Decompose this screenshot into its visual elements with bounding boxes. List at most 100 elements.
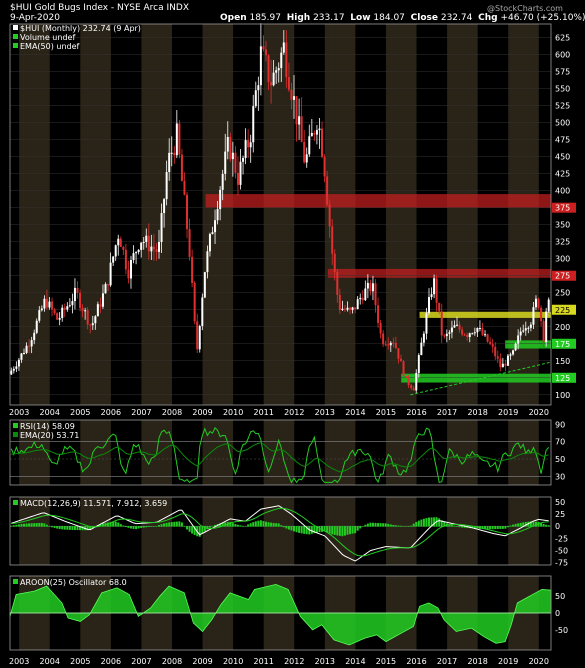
zone-yellow bbox=[419, 311, 551, 318]
candle-body bbox=[287, 77, 290, 90]
macd-histogram-bar bbox=[310, 526, 313, 534]
candle-body bbox=[259, 46, 262, 86]
candle-body bbox=[438, 302, 441, 312]
macd-histogram-bar bbox=[450, 525, 453, 527]
candle-body bbox=[364, 288, 367, 301]
candle-body bbox=[415, 372, 418, 391]
macd-histogram-bar bbox=[23, 523, 26, 527]
macd-histogram-bar bbox=[114, 521, 117, 527]
macd-histogram-bar bbox=[300, 526, 303, 534]
macd-histogram-bar bbox=[484, 526, 487, 530]
macd-histogram-bar bbox=[107, 522, 110, 527]
candle-body bbox=[468, 333, 471, 338]
watermark: @StockCharts.com bbox=[487, 4, 563, 13]
macd-histogram-bar bbox=[61, 526, 64, 530]
macd-histogram-bar bbox=[257, 520, 260, 527]
candle-body bbox=[545, 311, 548, 342]
bottom-year-label: 2018 bbox=[467, 657, 487, 666]
price-year-label: 2015 bbox=[376, 408, 396, 417]
candle-body bbox=[119, 238, 122, 248]
candle-body bbox=[81, 307, 84, 312]
price-year-label: 2003 bbox=[9, 408, 29, 417]
macd-histogram-bar bbox=[461, 526, 464, 528]
candle-body bbox=[346, 307, 349, 310]
macd-histogram-bar bbox=[290, 526, 293, 531]
candle-body bbox=[214, 220, 217, 233]
candle-body bbox=[168, 152, 171, 173]
candle-body bbox=[412, 388, 415, 391]
macd-histogram-bar bbox=[119, 524, 122, 527]
candle-body bbox=[186, 194, 189, 230]
candle-body bbox=[305, 154, 308, 163]
candle-body bbox=[343, 308, 346, 310]
macd-histogram-bar bbox=[20, 524, 23, 527]
candle-body bbox=[45, 298, 48, 308]
candle-body bbox=[234, 152, 237, 173]
price-axis-tick: 325 bbox=[555, 238, 570, 247]
close-label: Close bbox=[410, 13, 438, 23]
macd-histogram-bar bbox=[486, 526, 489, 530]
candle-body bbox=[112, 256, 115, 263]
candle-body bbox=[127, 269, 130, 279]
candle-body bbox=[499, 358, 502, 368]
macd-histogram-bar bbox=[336, 526, 339, 536]
candle-body bbox=[229, 136, 232, 160]
price-axis-tick: 275 bbox=[555, 272, 570, 281]
macd-histogram-bar bbox=[76, 526, 79, 531]
year-band bbox=[202, 420, 234, 485]
rsi-legend-swatch bbox=[13, 423, 18, 428]
candle-body bbox=[91, 323, 94, 326]
candle-body bbox=[392, 342, 395, 344]
bottom-year-label: 2020 bbox=[529, 657, 549, 666]
candle-body bbox=[509, 354, 512, 356]
macd-histogram-bar bbox=[135, 526, 138, 530]
candle-body bbox=[216, 209, 219, 221]
candle-body bbox=[494, 346, 497, 357]
macd-histogram-bar bbox=[489, 526, 492, 530]
year-band bbox=[447, 24, 478, 405]
macd-histogram-bar bbox=[71, 526, 74, 530]
macd-histogram-bar bbox=[285, 526, 288, 529]
year-band bbox=[447, 497, 478, 565]
macd-histogram-bar bbox=[295, 526, 298, 533]
macd-histogram-bar bbox=[384, 523, 387, 527]
candle-body bbox=[285, 42, 288, 78]
candle-body bbox=[351, 307, 354, 310]
year-band bbox=[263, 420, 295, 485]
candle-body bbox=[540, 307, 543, 322]
price-axis-tick: 375 bbox=[555, 204, 570, 213]
candle-body bbox=[84, 310, 87, 312]
macd-histogram-bar bbox=[374, 522, 377, 527]
macd-histogram-bar bbox=[10, 525, 13, 527]
candle-body bbox=[517, 335, 520, 344]
macd-histogram-bar bbox=[524, 521, 527, 527]
macd-histogram-bar bbox=[405, 526, 408, 527]
macd-histogram-bar bbox=[354, 526, 357, 534]
aroon-axis-tick: 50 bbox=[555, 592, 565, 601]
macd-histogram-bar bbox=[399, 525, 402, 527]
ema-legend: EMA(50) undef bbox=[20, 42, 80, 51]
candle-body bbox=[239, 161, 242, 185]
macd-histogram-bar bbox=[517, 523, 520, 527]
price-axis-tick: 625 bbox=[555, 34, 570, 43]
candle-body bbox=[104, 284, 107, 294]
candle-body bbox=[140, 242, 143, 250]
candle-body bbox=[463, 334, 466, 336]
price-year-label: 2005 bbox=[70, 408, 90, 417]
rsi-axis-tick: 70 bbox=[555, 438, 565, 447]
macd-histogram-bar bbox=[463, 526, 466, 528]
price-year-label: 2011 bbox=[254, 408, 274, 417]
macd-histogram-bar bbox=[366, 523, 369, 527]
candle-body bbox=[361, 297, 364, 301]
macd-histogram-bar bbox=[356, 526, 359, 531]
panel-frame bbox=[9, 575, 552, 651]
macd-histogram-bar bbox=[328, 526, 331, 534]
macd-histogram-bar bbox=[262, 521, 265, 527]
macd-histogram-bar bbox=[448, 524, 451, 527]
price-year-label: 2020 bbox=[529, 408, 549, 417]
price-axis-tick: 250 bbox=[555, 289, 570, 298]
year-band bbox=[141, 497, 172, 565]
candle-body bbox=[410, 385, 413, 389]
macd-histogram-bar bbox=[89, 526, 92, 530]
